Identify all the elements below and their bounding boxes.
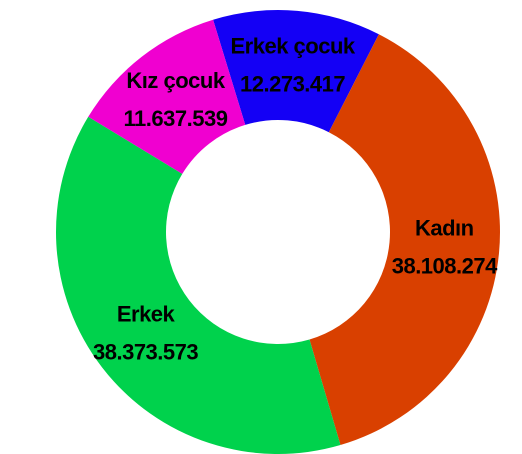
segment-value-label: 38.373.573 [93, 340, 198, 365]
segment-label: Kız çocuk [126, 68, 225, 93]
donut-segment [56, 116, 341, 454]
segment-label: Kadın [415, 215, 474, 240]
donut-segment [309, 34, 501, 446]
segment-value-label: 12.273.417 [240, 71, 345, 96]
segment-value-label: 11.637.539 [124, 106, 228, 131]
segment-label: Erkek çocuk [231, 33, 356, 58]
donut-segment [213, 9, 379, 133]
segment-value-label: 38.108.274 [392, 253, 498, 278]
segment-label: Erkek [117, 302, 176, 327]
donut-segment [88, 19, 246, 174]
